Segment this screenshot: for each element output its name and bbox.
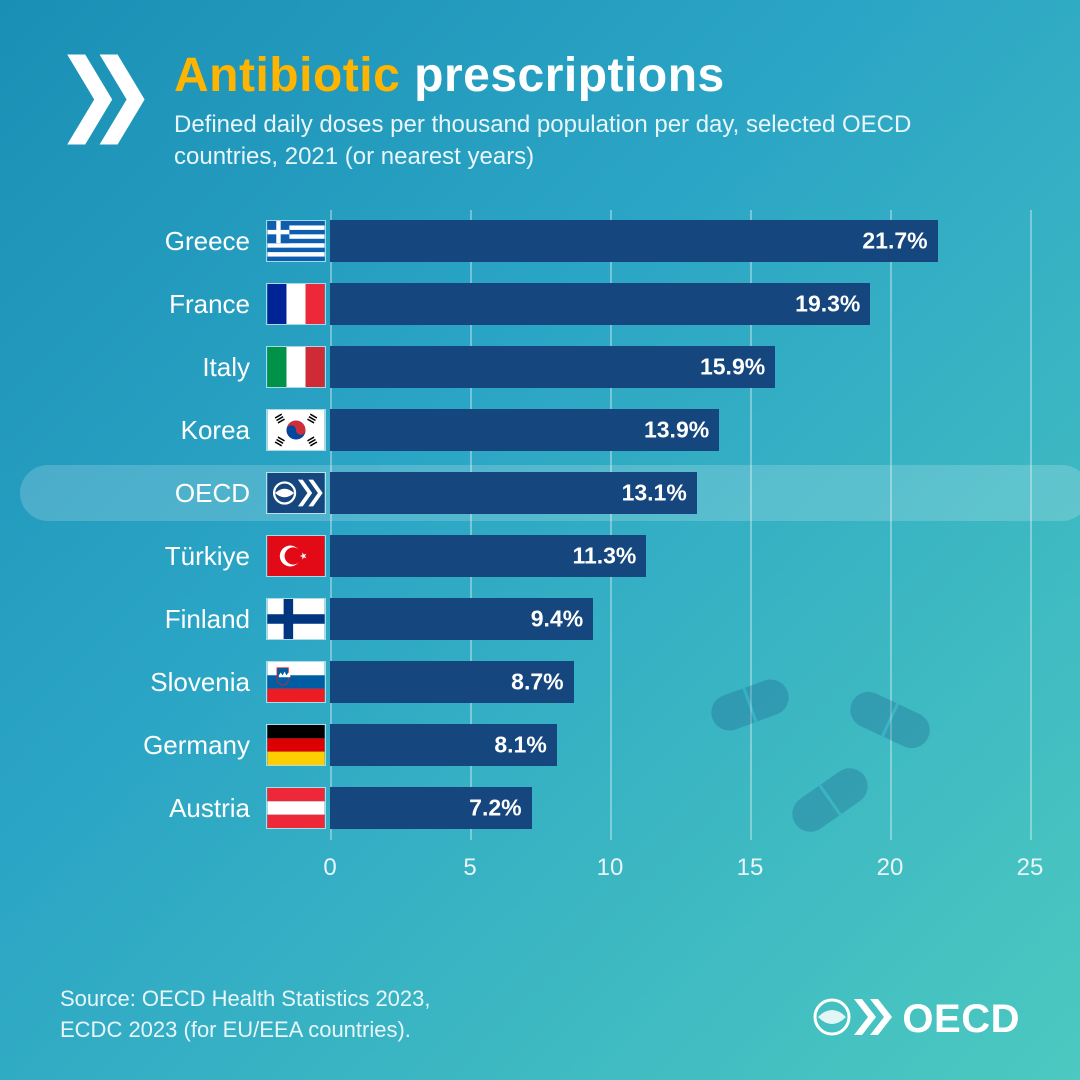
chart-row: Finland 9.4% — [70, 593, 1030, 645]
x-tick-label: 5 — [463, 854, 476, 882]
bar-value-label: 21.7% — [862, 228, 927, 255]
slovenia-flag-icon — [266, 661, 326, 703]
x-tick-label: 10 — [597, 854, 624, 882]
x-tick-label: 15 — [737, 854, 764, 882]
bar-value-label: 11.3% — [572, 543, 636, 570]
italy-flag-icon — [266, 346, 326, 388]
page-subtitle: Defined daily doses per thousand populat… — [174, 109, 1020, 174]
bar-track: 19.3% — [330, 283, 1030, 325]
bar-track: 13.9% — [330, 409, 1030, 451]
bar-value-label: 8.1% — [494, 732, 546, 759]
bar: 13.9% — [330, 409, 719, 451]
bar-value-label: 7.2% — [469, 795, 521, 822]
country-label: Greece — [70, 226, 250, 257]
brand-lockup: OECD — [812, 993, 1020, 1046]
bar-track: 11.3% — [330, 535, 1030, 577]
bar: 8.7% — [330, 661, 574, 703]
bar: 11.3% — [330, 535, 646, 577]
turkiye-flag-icon — [266, 535, 326, 577]
country-label: Slovenia — [70, 667, 250, 698]
france-flag-icon — [266, 283, 326, 325]
chart-row: Germany 8.1% — [70, 719, 1030, 771]
bar: 21.7% — [330, 220, 938, 262]
country-label: Türkiye — [70, 541, 250, 572]
germany-flag-icon — [266, 724, 326, 766]
header: Antibiotic prescriptions Defined daily d… — [60, 50, 1020, 174]
bar-track: 8.7% — [330, 661, 1030, 703]
gridline — [1030, 210, 1032, 840]
bar-value-label: 15.9% — [700, 354, 765, 381]
bar: 19.3% — [330, 283, 870, 325]
chart-row: OECD 13.1% — [70, 467, 1030, 519]
bar-track: 7.2% — [330, 787, 1030, 829]
korea-flag-icon — [266, 409, 326, 451]
globe-chevrons-icon — [812, 993, 892, 1046]
bar-value-label: 13.9% — [644, 417, 709, 444]
x-tick-label: 20 — [877, 854, 904, 882]
bar: 13.1% — [330, 472, 697, 514]
bar-track: 15.9% — [330, 346, 1030, 388]
brand-text: OECD — [902, 997, 1020, 1042]
country-label: Finland — [70, 604, 250, 635]
bar-chart: 0510152025 Greece21.7%France19.3%Italy15… — [70, 210, 1030, 890]
chart-row: Italy 15.9% — [70, 341, 1030, 393]
source-line-1: Source: OECD Health Statistics 2023, — [60, 984, 431, 1015]
bar-value-label: 8.7% — [511, 669, 563, 696]
chart-row: Türkiye 11.3% — [70, 530, 1030, 582]
chart-row: France 19.3% — [70, 278, 1030, 330]
x-tick-label: 0 — [323, 854, 336, 882]
bar: 15.9% — [330, 346, 775, 388]
source-line-2: ECDC 2023 (for EU/EEA countries). — [60, 1015, 431, 1046]
country-label: France — [70, 289, 250, 320]
bar-track: 21.7% — [330, 220, 1030, 262]
bar: 7.2% — [330, 787, 532, 829]
chart-row: Korea 13.9% — [70, 404, 1030, 456]
infographic-page: Antibiotic prescriptions Defined daily d… — [0, 0, 1080, 1080]
austria-flag-icon — [266, 787, 326, 829]
bar-track: 9.4% — [330, 598, 1030, 640]
bar: 8.1% — [330, 724, 557, 766]
bar-track: 13.1% — [330, 472, 1030, 514]
page-title: Antibiotic prescriptions — [174, 50, 1020, 103]
finland-flag-icon — [266, 598, 326, 640]
country-label: Austria — [70, 793, 250, 824]
chart-row: Greece 21.7% — [70, 215, 1030, 267]
bar-value-label: 13.1% — [622, 480, 687, 507]
title-block: Antibiotic prescriptions Defined daily d… — [174, 50, 1020, 174]
country-label: Germany — [70, 730, 250, 761]
title-rest: prescriptions — [400, 49, 724, 102]
bar-value-label: 19.3% — [795, 291, 860, 318]
chart-rows: Greece 21.7% France 19.3% Italy 15.9% Korea 13.… — [70, 210, 1030, 840]
bar-value-label: 9.4% — [531, 606, 583, 633]
oecd-flag-icon — [266, 472, 326, 514]
chart-row: Austria 7.2% — [70, 782, 1030, 834]
country-label: OECD — [70, 478, 250, 509]
source-text: Source: OECD Health Statistics 2023, ECD… — [60, 984, 431, 1046]
footer: Source: OECD Health Statistics 2023, ECD… — [60, 984, 1020, 1046]
oecd-chevrons-icon — [60, 50, 150, 150]
chart-container: 0510152025 Greece21.7%France19.3%Italy15… — [70, 210, 1020, 890]
country-label: Italy — [70, 352, 250, 383]
greece-flag-icon — [266, 220, 326, 262]
x-tick-label: 25 — [1017, 854, 1044, 882]
bar-track: 8.1% — [330, 724, 1030, 766]
bar: 9.4% — [330, 598, 593, 640]
title-accent: Antibiotic — [174, 49, 400, 102]
chart-row: Slovenia 8.7% — [70, 656, 1030, 708]
country-label: Korea — [70, 415, 250, 446]
